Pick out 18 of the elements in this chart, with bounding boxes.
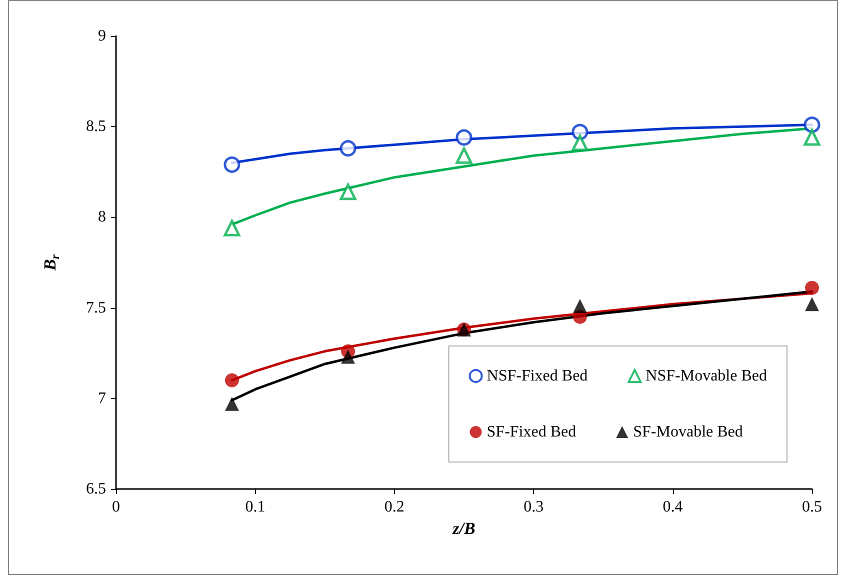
x-tick-label: 0.3 [524,498,544,516]
y-tick-label: 7.5 [86,299,106,316]
x-tick-label: 0.4 [662,498,683,516]
x-tick-label: 0.5 [802,498,822,516]
y-tick-label: 8 [98,208,106,226]
legend-label: SF-Fixed Bed [486,424,576,440]
legend-label: NSF-Fixed Bed [486,368,588,384]
legend-label: NSF-Movable Bed [646,368,767,384]
x-tick-label: 0.2 [384,498,404,516]
y-tick-label: 9 [98,28,106,44]
y-tick-label: 8.5 [86,118,106,136]
legend-label: SF-Movable Bed [633,424,743,440]
y-axis-title: Br [40,254,62,272]
y-tick-label: 6.5 [86,480,106,498]
y-tick-label: 7 [98,390,106,407]
x-tick-label: 0 [112,498,120,516]
x-tick-label: 0.1 [245,498,266,516]
x-axis-title: z/B [452,518,476,538]
